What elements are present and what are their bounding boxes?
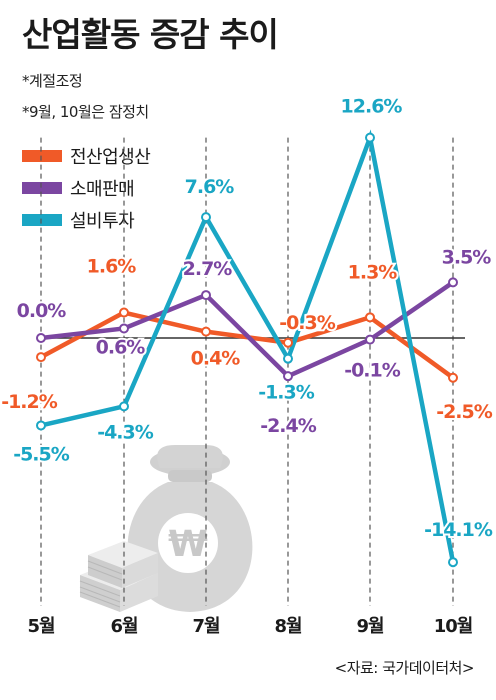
x-tick-label-4: 8월 <box>274 616 302 637</box>
data-label-investment-6: -14.1% <box>424 519 493 541</box>
point-investment-4 <box>283 353 293 364</box>
point-retail-6 <box>448 277 458 288</box>
data-label-retail-4: -2.4% <box>260 415 317 437</box>
data-label-investment-1: -5.5% <box>13 443 70 465</box>
point-retail-5 <box>365 334 375 345</box>
chart-title: 산업활동 증감 추이 <box>22 15 279 54</box>
point-production-1 <box>36 352 46 363</box>
legend-item-investment: 설비투자 <box>22 204 150 236</box>
data-label-investment-3: 7.6% <box>185 176 235 198</box>
x-tick-label-1: 5월 <box>27 616 55 637</box>
series-lines <box>39 129 456 563</box>
data-labels: -1.2% 1.6% 0.4% -0.3% 1.3% -2.5% 0.0% 0.6% 2.7% -… <box>0 94 496 544</box>
note-seasonal-adjustment: *계절조정 <box>22 72 83 90</box>
data-label-production-5: 1.3% <box>348 261 398 283</box>
legend-swatch-investment <box>22 214 62 226</box>
point-production-4 <box>283 337 293 348</box>
data-label-retail-5: -0.1% <box>344 360 401 382</box>
point-retail-1 <box>36 333 46 343</box>
data-label-production-4: -0.3% <box>279 312 336 334</box>
point-investment-3 <box>201 212 211 223</box>
series-line-retail <box>40 280 455 379</box>
legend-swatch-production <box>22 150 62 162</box>
point-production-6 <box>448 372 458 383</box>
series-line-investment <box>40 129 456 563</box>
data-label-investment-2: -4.3% <box>97 421 154 443</box>
data-label-production-1: -1.2% <box>1 391 58 413</box>
legend-item-production: 전산업생산 <box>22 140 151 172</box>
point-retail-2 <box>119 323 129 334</box>
legend-swatch-retail <box>22 182 62 194</box>
legend: 전산업생산 소매판매 설비투자 <box>22 140 151 236</box>
data-label-retail-6: 3.5% <box>442 246 492 268</box>
won-sign: ₩ <box>168 524 208 565</box>
series-points <box>36 132 458 568</box>
legend-item-retail: 소매판매 <box>22 172 150 204</box>
point-production-2 <box>119 307 129 318</box>
point-production-3 <box>201 326 211 337</box>
point-investment-5 <box>365 132 375 143</box>
x-tick-label-2: 6월 <box>110 616 138 637</box>
legend-label-investment: 설비투자 <box>70 211 135 232</box>
point-retail-4 <box>283 371 293 382</box>
x-tick-label-5: 9월 <box>356 616 384 637</box>
x-tick-label-3: 7월 <box>192 616 220 637</box>
point-investment-6 <box>448 557 458 568</box>
data-label-investment-4: -1.3% <box>258 382 315 404</box>
note-preliminary: *9월, 10월은 잠정치 <box>22 103 149 121</box>
legend-label-retail: 소매판매 <box>70 179 135 200</box>
data-label-retail-3: 2.7% <box>183 258 233 280</box>
point-retail-3 <box>201 290 211 301</box>
data-label-retail-2: 0.6% <box>96 336 146 358</box>
cash-stack <box>79 541 158 612</box>
data-label-production-3: 0.4% <box>191 348 241 370</box>
point-investment-1 <box>36 420 46 431</box>
source-credit: <자료: 국가데이터처> <box>334 659 475 677</box>
x-tick-label-6: 10월 <box>434 616 473 637</box>
x-axis-tick-labels: 5월 6월 7월 8월 9월 10월 <box>27 616 473 637</box>
money-bag-and-cash-stack-icon: ₩ <box>79 445 253 612</box>
data-label-investment-5: 12.6% <box>341 96 403 118</box>
point-investment-2 <box>119 401 129 412</box>
data-label-production-6: -2.5% <box>436 401 493 423</box>
data-label-retail-1: 0.0% <box>17 300 67 322</box>
point-production-5 <box>365 312 375 323</box>
legend-label-production: 전산업생산 <box>70 147 151 168</box>
data-label-production-2: 1.6% <box>87 256 137 278</box>
